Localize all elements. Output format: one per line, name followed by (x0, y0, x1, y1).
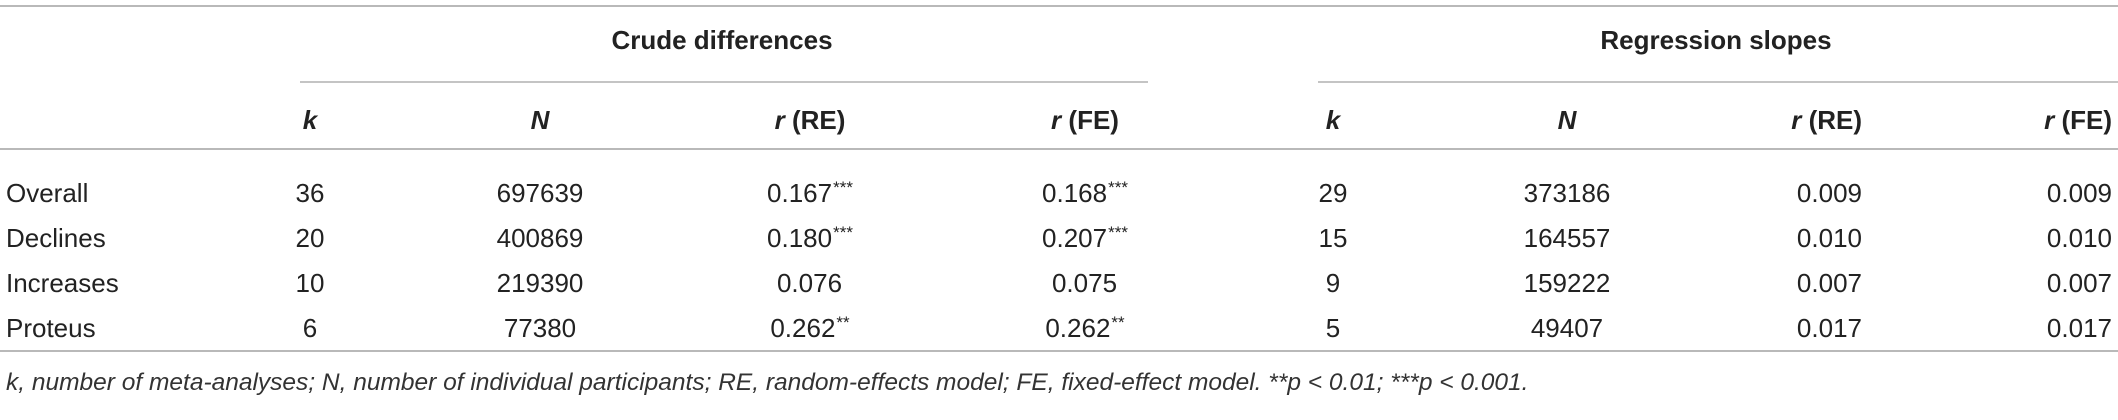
row-label: Proteus (6, 313, 96, 343)
cell-k-regression: 5 (1325, 313, 1341, 343)
cell-r-fe-crude: 0.075 (1052, 268, 1118, 302)
cell-r-re-regression: 0.007 (1796, 268, 1862, 298)
significance-marker: ** (1111, 313, 1125, 332)
row-label: Declines (6, 223, 106, 253)
cell-r-re-regression: 0.010 (1796, 223, 1862, 253)
col-header-re-label: (RE) (1808, 105, 1862, 135)
crude-group-underline (300, 81, 1148, 83)
value: 0.076 (776, 268, 843, 298)
col-header-fe-label: (FE) (1068, 105, 1119, 135)
significance-marker: *** (833, 223, 853, 242)
cell-r-re-crude: 0.076 (777, 268, 843, 302)
table-bottom-rule (0, 350, 2118, 352)
col-header-n-regression: N (1557, 105, 1577, 135)
cell-r-fe-crude: 0.262** (1045, 313, 1124, 347)
cell-r-re-crude: 0.180*** (767, 223, 853, 257)
cell-k-crude: 6 (302, 313, 318, 343)
value: 0.075 (1051, 268, 1118, 298)
cell-k-crude: 36 (295, 178, 325, 208)
table-footnote: k, number of meta-analyses; N, number of… (6, 369, 1529, 396)
col-header-r-symbol: r (1791, 105, 1802, 135)
cell-n-regression: 373186 (1523, 178, 1611, 208)
cell-n-regression: 164557 (1523, 223, 1611, 253)
col-header-r-symbol: r (2044, 105, 2055, 135)
significance-marker: *** (1108, 178, 1128, 197)
group-header-crude: Crude differences (611, 25, 833, 55)
col-header-r-re-crude: r (RE) (775, 105, 846, 135)
cell-r-fe-regression: 0.009 (2046, 178, 2112, 208)
col-header-k-crude: k (302, 105, 318, 135)
row-label: Overall (6, 178, 89, 208)
value: 0.168 (1042, 178, 1108, 208)
value: 0.180 (767, 223, 833, 253)
col-header-k-regression: k (1325, 105, 1341, 135)
significance-marker: *** (833, 178, 853, 197)
cell-k-crude: 20 (295, 223, 325, 253)
cell-r-fe-crude: 0.168*** (1042, 178, 1128, 212)
cell-r-fe-crude: 0.207*** (1042, 223, 1128, 257)
significance-marker: *** (1108, 223, 1128, 242)
cell-r-re-regression: 0.009 (1796, 178, 1862, 208)
value: 0.262 (770, 313, 836, 343)
significance-marker: ** (836, 313, 850, 332)
cell-k-crude: 10 (295, 268, 325, 298)
col-header-n-crude: N (530, 105, 550, 135)
regression-group-underline (1318, 81, 2118, 83)
col-header-re-label: (RE) (791, 105, 846, 135)
cell-k-regression: 9 (1325, 268, 1341, 298)
col-header-fe-label: (FE) (2061, 105, 2112, 135)
cell-n-crude: 77380 (503, 313, 577, 343)
group-header-regression: Regression slopes (1600, 25, 1832, 55)
cell-k-regression: 15 (1318, 223, 1348, 253)
header-bottom-rule (0, 148, 2118, 150)
col-header-r-fe-crude: r (FE) (1051, 105, 1119, 135)
cell-n-regression: 159222 (1523, 268, 1611, 298)
cell-r-re-regression: 0.017 (1796, 313, 1862, 343)
value: 0.207 (1042, 223, 1108, 253)
cell-k-regression: 29 (1318, 178, 1348, 208)
cell-n-regression: 49407 (1530, 313, 1604, 343)
cell-n-crude: 697639 (496, 178, 584, 208)
cell-r-fe-regression: 0.007 (2046, 268, 2112, 298)
col-header-r-symbol: r (1051, 105, 1062, 135)
cell-r-fe-regression: 0.010 (2046, 223, 2112, 253)
cell-n-crude: 219390 (496, 268, 584, 298)
row-label: Increases (6, 268, 119, 298)
col-header-r-re-regression: r (RE) (1791, 105, 1862, 135)
top-rule (0, 5, 2118, 7)
cell-r-re-crude: 0.167*** (767, 178, 853, 212)
cell-r-fe-regression: 0.017 (2046, 313, 2112, 343)
value: 0.262 (1045, 313, 1111, 343)
cell-r-re-crude: 0.262** (770, 313, 849, 347)
value: 0.167 (767, 178, 833, 208)
col-header-r-fe-regression: r (FE) (2044, 105, 2112, 135)
cell-n-crude: 400869 (496, 223, 584, 253)
col-header-r-symbol: r (774, 105, 785, 135)
